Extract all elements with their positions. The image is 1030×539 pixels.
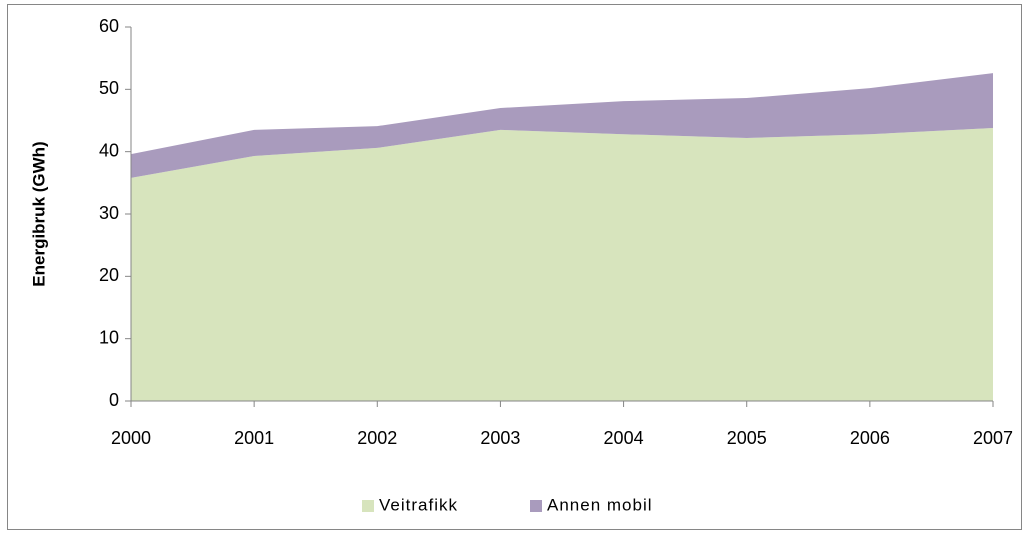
- y-tick-label: 20: [99, 265, 119, 285]
- x-tick-label: 2005: [727, 428, 767, 448]
- y-tick-label: 50: [99, 78, 119, 98]
- legend-swatch: [362, 500, 374, 512]
- x-tick-label: 2001: [234, 428, 274, 448]
- legend-label: Veitrafikk: [379, 495, 458, 514]
- x-tick-label: 2000: [111, 428, 151, 448]
- area: [131, 127, 993, 401]
- legend-swatch: [530, 500, 542, 512]
- y-tick-label: 30: [99, 203, 119, 223]
- y-tick-label: 0: [109, 390, 119, 410]
- y-tick-label: 10: [99, 327, 119, 347]
- y-tick-label: 60: [99, 16, 119, 36]
- x-tick-label: 2004: [604, 428, 644, 448]
- x-tick-label: 2007: [973, 428, 1013, 448]
- y-tick-label: 40: [99, 140, 119, 160]
- y-axis-label: Energibruk (GWh): [29, 141, 48, 286]
- x-tick-label: 2006: [850, 428, 890, 448]
- x-tick-label: 2002: [357, 428, 397, 448]
- area: [131, 73, 993, 178]
- legend-label: Annen mobil: [547, 495, 653, 514]
- x-tick-label: 2003: [480, 428, 520, 448]
